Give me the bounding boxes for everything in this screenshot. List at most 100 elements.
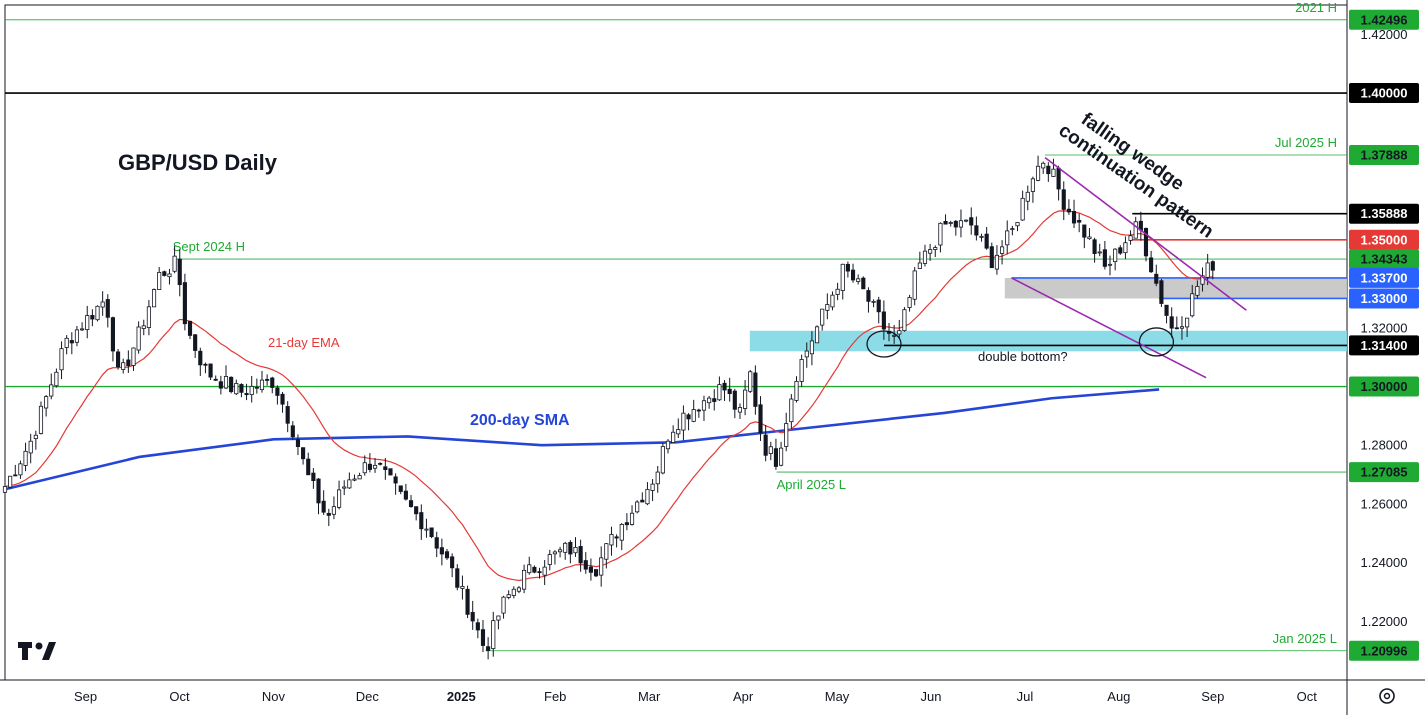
x-tick-label: Mar — [638, 689, 661, 704]
candle-body — [439, 547, 444, 555]
candle-body — [876, 299, 881, 313]
candle-body — [928, 249, 933, 254]
candle-body — [444, 551, 450, 559]
candle-body — [722, 382, 727, 391]
candle-body — [85, 315, 90, 330]
candle-body — [922, 250, 928, 264]
candle-body — [265, 379, 270, 381]
candle-body — [917, 262, 922, 269]
candle-body — [645, 488, 650, 505]
candle-body — [54, 371, 59, 387]
price-tag — [1349, 229, 1419, 250]
candle-body — [1010, 228, 1015, 231]
candle-body — [69, 340, 74, 344]
candle-body — [1154, 273, 1159, 284]
candle-body — [578, 546, 583, 564]
candle-body — [223, 376, 229, 389]
y-tick-label: 1.26000 — [1361, 496, 1408, 511]
candle-body — [414, 506, 419, 515]
candle-body — [367, 463, 372, 470]
candle-body — [13, 474, 18, 477]
candle-body — [758, 404, 763, 434]
candle-body — [177, 258, 182, 286]
y-tick-label: 1.28000 — [1361, 438, 1408, 453]
candle-body — [809, 340, 814, 355]
x-tick-label: Nov — [262, 689, 286, 704]
level-label: Jan 2025 L — [1273, 631, 1337, 646]
candle-body — [1071, 210, 1077, 224]
candle-body — [131, 347, 136, 366]
candle-body — [1200, 275, 1205, 285]
candle-body — [840, 263, 845, 291]
candle-body — [475, 622, 480, 631]
candle-body — [95, 305, 100, 321]
price-tag — [1349, 145, 1419, 166]
x-tick-label: Apr — [733, 689, 754, 704]
candle-body — [691, 409, 696, 422]
candle-body — [239, 384, 244, 393]
candle-body — [748, 371, 753, 392]
levels-layer: 2021 H Jul 2025 H Sept 2024 H April 2025 L J… — [5, 0, 1347, 652]
candle-body — [480, 629, 486, 646]
candle-body — [141, 325, 146, 329]
candle-body — [167, 273, 172, 278]
candle-body — [424, 528, 429, 531]
candle-body — [306, 458, 311, 476]
price-tag — [1349, 83, 1419, 104]
price-tag — [1349, 335, 1419, 356]
ema-label: 21-day EMA — [268, 335, 340, 350]
candle-body — [326, 512, 331, 516]
candle-body — [1092, 239, 1097, 254]
candle-body — [552, 551, 558, 555]
candles-layer — [2, 155, 1215, 660]
logo-bar — [18, 642, 32, 648]
candle-body — [218, 381, 223, 389]
candle-body — [1020, 197, 1025, 221]
candle-body — [378, 462, 383, 465]
candle-body — [372, 464, 378, 469]
sma200-line — [4, 388, 1160, 491]
candle-body — [1210, 261, 1215, 271]
candle-body — [686, 414, 691, 420]
candle-body — [856, 278, 861, 282]
candle-body — [912, 270, 917, 300]
candle-body — [151, 289, 157, 308]
candle-body — [588, 566, 593, 573]
candle-body — [1035, 165, 1041, 181]
candle-body — [450, 556, 455, 569]
candle-body — [804, 350, 809, 358]
price-tag-label: 1.31400 — [1361, 338, 1408, 353]
y-tick-label: 1.22000 — [1361, 614, 1408, 629]
candle-body — [624, 522, 629, 526]
candle-body — [784, 423, 789, 447]
x-tick-label: 2025 — [447, 689, 476, 704]
double-bottom-circle-1 — [866, 330, 902, 358]
candle-body — [470, 612, 475, 622]
candle-body — [105, 299, 110, 318]
x-tick-label: Feb — [544, 689, 566, 704]
candle-body — [496, 615, 501, 621]
candle-body — [511, 588, 516, 596]
candle-body — [198, 350, 203, 366]
candle-body — [583, 560, 588, 570]
level-label: 2021 H — [1295, 0, 1337, 15]
candle-body — [44, 396, 49, 409]
candle-body — [660, 446, 665, 474]
price-tag-label: 1.35000 — [1361, 232, 1408, 247]
candle-body — [486, 646, 491, 651]
price-tag-label: 1.27085 — [1361, 465, 1408, 480]
candle-body — [90, 315, 95, 320]
price-tag — [1349, 640, 1419, 661]
candle-body — [989, 246, 994, 269]
candle-body — [881, 311, 886, 330]
gear-icon[interactable] — [1379, 688, 1395, 704]
candle-body — [773, 448, 779, 467]
candle-body — [614, 536, 619, 539]
candle-body — [1164, 304, 1169, 316]
candle-body — [259, 379, 265, 391]
candle-body — [953, 220, 958, 228]
candle-body — [737, 407, 743, 413]
candle-body — [892, 334, 897, 337]
